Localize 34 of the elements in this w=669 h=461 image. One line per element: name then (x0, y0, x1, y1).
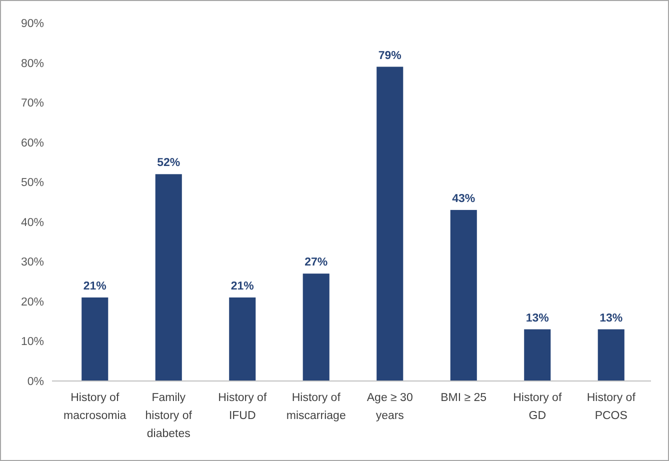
bar (82, 297, 108, 381)
bar (376, 66, 404, 381)
data-label: 21% (83, 280, 106, 292)
data-label: 21% (230, 280, 254, 292)
data-label: 13% (526, 312, 549, 324)
y-tick-label: 60% (20, 137, 44, 150)
y-tick-label: 90% (20, 18, 44, 30)
y-tick-label: 30% (20, 256, 44, 269)
y-tick-label: 80% (20, 58, 44, 70)
x-tick-label: History of macrosomia (64, 392, 127, 422)
x-tick-label: History of GD (513, 392, 562, 422)
y-tick-label: 20% (20, 296, 44, 308)
y-tick-label: 10% (20, 336, 44, 348)
y-tick-label: 40% (20, 216, 44, 229)
y-tick-label: 50% (20, 177, 44, 190)
x-tick-label: History of IFUD (218, 392, 268, 422)
data-label: 79% (378, 50, 402, 62)
bar (524, 329, 551, 381)
bar (155, 174, 182, 381)
data-label: 27% (304, 256, 328, 269)
data-label: 43% (452, 192, 476, 205)
x-tick-label: Family history of diabetes (145, 392, 193, 440)
bar (598, 329, 624, 381)
data-label: 52% (157, 157, 180, 170)
y-tick-label: 70% (20, 98, 44, 110)
x-tick-label: BMI ≥ 25 (440, 392, 487, 404)
y-tick-label: 0% (27, 376, 44, 388)
bar (302, 274, 330, 381)
x-tick-label: History of PCOS (586, 392, 636, 422)
x-tick-label: History of miscarriage (286, 392, 346, 422)
data-label: 13% (600, 312, 623, 324)
bar (229, 297, 256, 381)
x-tick-label: Age ≥ 30 years (366, 392, 413, 422)
bar (450, 210, 477, 381)
